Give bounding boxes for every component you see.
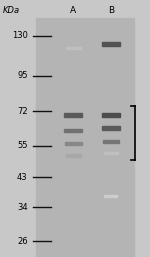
Text: 43: 43	[17, 173, 28, 182]
Bar	[103, 140, 119, 143]
Bar	[36, 18, 134, 257]
Bar	[103, 152, 118, 154]
Bar	[66, 154, 81, 157]
Text: 34: 34	[17, 203, 28, 212]
Text: 26: 26	[17, 237, 28, 246]
Text: 72: 72	[17, 107, 28, 116]
Text: 95: 95	[17, 71, 28, 80]
Bar	[102, 42, 120, 46]
Bar	[102, 126, 120, 130]
Bar	[66, 47, 81, 49]
Bar	[64, 129, 82, 132]
Text: 130: 130	[12, 31, 28, 40]
Text: B: B	[108, 6, 114, 15]
Bar	[102, 113, 120, 117]
Text: KDa: KDa	[3, 6, 20, 15]
Text: 55: 55	[17, 141, 28, 150]
Bar	[64, 113, 82, 117]
Bar	[104, 195, 117, 197]
Bar	[65, 142, 81, 145]
Text: A: A	[70, 6, 76, 15]
